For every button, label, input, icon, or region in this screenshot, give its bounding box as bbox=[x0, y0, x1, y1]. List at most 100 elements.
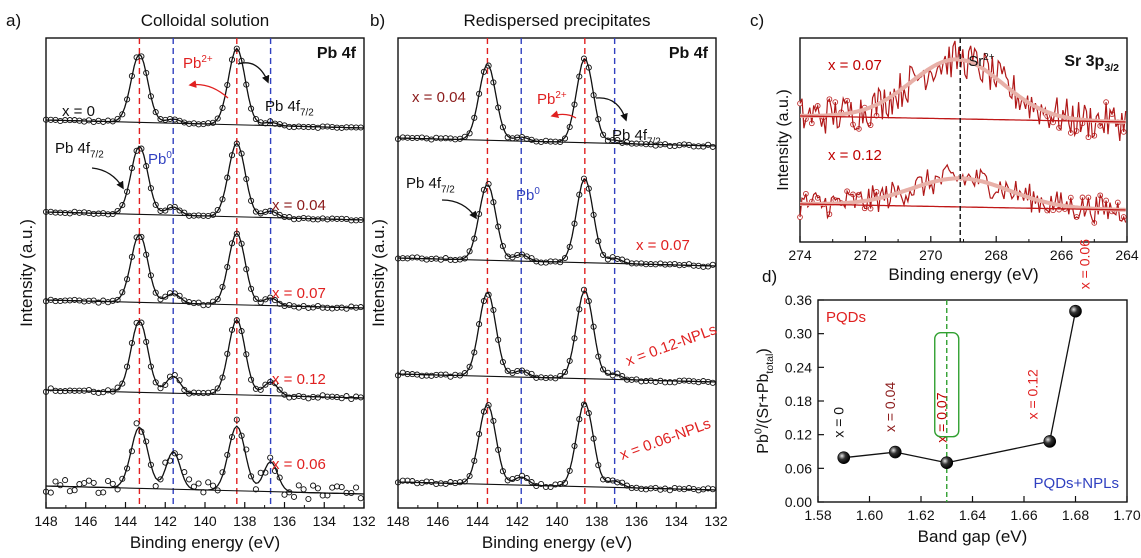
data-point bbox=[290, 493, 298, 500]
data-point bbox=[100, 489, 107, 496]
data-point bbox=[42, 388, 50, 395]
data-point bbox=[205, 301, 212, 308]
data-point bbox=[561, 254, 569, 262]
data-point bbox=[837, 451, 851, 464]
arrow-black bbox=[595, 97, 628, 122]
data-point bbox=[138, 233, 145, 240]
pb0-label: Pb0 bbox=[148, 150, 172, 168]
data-point bbox=[233, 140, 240, 147]
data-point bbox=[394, 372, 402, 379]
highlight-box bbox=[934, 332, 960, 438]
data-point bbox=[157, 385, 164, 392]
data-point bbox=[1069, 304, 1082, 318]
data-point bbox=[209, 211, 217, 218]
spectrum-1 bbox=[394, 175, 717, 270]
core-level-label: Sr 3p3/2 bbox=[1064, 53, 1119, 74]
data-point bbox=[71, 487, 78, 494]
data-point bbox=[580, 175, 588, 182]
data-point bbox=[252, 115, 259, 123]
data-point bbox=[262, 381, 269, 388]
region-label: PQDs bbox=[826, 309, 866, 326]
data-point bbox=[423, 256, 430, 263]
spectrum-3 bbox=[42, 317, 365, 403]
data-point bbox=[85, 477, 92, 484]
fit-curve bbox=[800, 176, 1126, 212]
data-point bbox=[433, 134, 440, 141]
background-line bbox=[45, 299, 365, 309]
data-point bbox=[162, 381, 169, 388]
data-point bbox=[209, 119, 217, 126]
data-point bbox=[114, 296, 121, 303]
pb4f-left-label-part-1: 7/2 bbox=[90, 150, 104, 161]
data-point bbox=[186, 476, 193, 483]
x-tick-label: 140 bbox=[545, 513, 569, 529]
background-line bbox=[800, 115, 1126, 123]
data-point bbox=[233, 317, 240, 324]
data-point bbox=[267, 118, 274, 125]
spectrum-2 bbox=[42, 230, 365, 312]
data-point bbox=[338, 484, 345, 491]
data-point bbox=[604, 256, 611, 263]
point-label: x = 0.06 bbox=[1077, 239, 1093, 289]
pb0-label-part-0: Pb bbox=[148, 151, 166, 168]
data-point bbox=[104, 117, 112, 124]
y-tick-label: 0.00 bbox=[785, 494, 812, 510]
x-tick-label: 136 bbox=[273, 513, 297, 529]
data-point bbox=[47, 385, 54, 392]
data-point bbox=[109, 480, 116, 487]
fit-envelope bbox=[397, 290, 716, 383]
series-label: x = 0.04 bbox=[412, 89, 466, 106]
x-tick-label: 1.70 bbox=[1113, 507, 1140, 523]
data-point bbox=[271, 297, 279, 304]
data-point bbox=[695, 487, 702, 494]
y-axis-label: Intensity (a.u.) bbox=[17, 219, 36, 327]
sr2-label-part-1: 2+ bbox=[983, 52, 994, 63]
plot-frame bbox=[817, 299, 1128, 503]
data-point bbox=[104, 477, 112, 485]
data-point bbox=[152, 483, 159, 490]
x-tick-label: 134 bbox=[665, 513, 689, 529]
x-tick-label: 142 bbox=[506, 513, 530, 529]
data-point bbox=[267, 294, 274, 301]
data-point bbox=[499, 243, 506, 250]
data-point bbox=[252, 295, 259, 302]
series-label: x = 0.12 bbox=[828, 147, 882, 164]
data-point bbox=[305, 495, 312, 503]
core-level-label: Pb 4f bbox=[669, 45, 709, 62]
series-label: x = 0.07 bbox=[272, 285, 326, 302]
data-point bbox=[1043, 435, 1057, 448]
x-tick-label: 1.64 bbox=[959, 507, 986, 523]
y-tick-label: 0.24 bbox=[785, 359, 812, 375]
data-point bbox=[133, 420, 140, 427]
data-point bbox=[614, 370, 621, 377]
data-point bbox=[418, 372, 425, 379]
series-label: x = 0.12-NPLs bbox=[624, 321, 720, 370]
data-point bbox=[348, 303, 355, 310]
data-point bbox=[399, 477, 406, 484]
data-point bbox=[466, 472, 473, 480]
x-tick-label: 1.60 bbox=[856, 507, 883, 523]
arrow-red bbox=[550, 110, 577, 119]
data-point bbox=[518, 472, 526, 479]
data-point bbox=[57, 482, 64, 489]
y-tick-label: 0.18 bbox=[785, 393, 812, 409]
data-point bbox=[119, 202, 126, 209]
sr-spectrum-0 bbox=[797, 40, 1127, 141]
x-tick-label: 148 bbox=[386, 513, 410, 529]
background-line bbox=[397, 481, 717, 491]
x-axis-label: Binding energy (eV) bbox=[130, 533, 280, 552]
pb4f-top-label: Pb 4f7/2 bbox=[612, 127, 661, 148]
fit-curve bbox=[800, 57, 1126, 124]
pb4f-left-label-part-0: Pb 4f bbox=[406, 175, 442, 192]
series-label: x = 0 bbox=[62, 103, 95, 120]
spectrum-1 bbox=[42, 140, 365, 224]
x-tick-label: 146 bbox=[74, 513, 98, 529]
panel-label: b) bbox=[370, 11, 385, 30]
panel-label: d) bbox=[762, 267, 777, 286]
data-point bbox=[181, 386, 188, 393]
data-point bbox=[357, 304, 364, 311]
data-point bbox=[195, 480, 202, 487]
sr-spectrum-1 bbox=[797, 163, 1127, 226]
core-level-label: Pb 4f bbox=[317, 45, 357, 62]
pb0-label: Pb0 bbox=[516, 186, 540, 204]
